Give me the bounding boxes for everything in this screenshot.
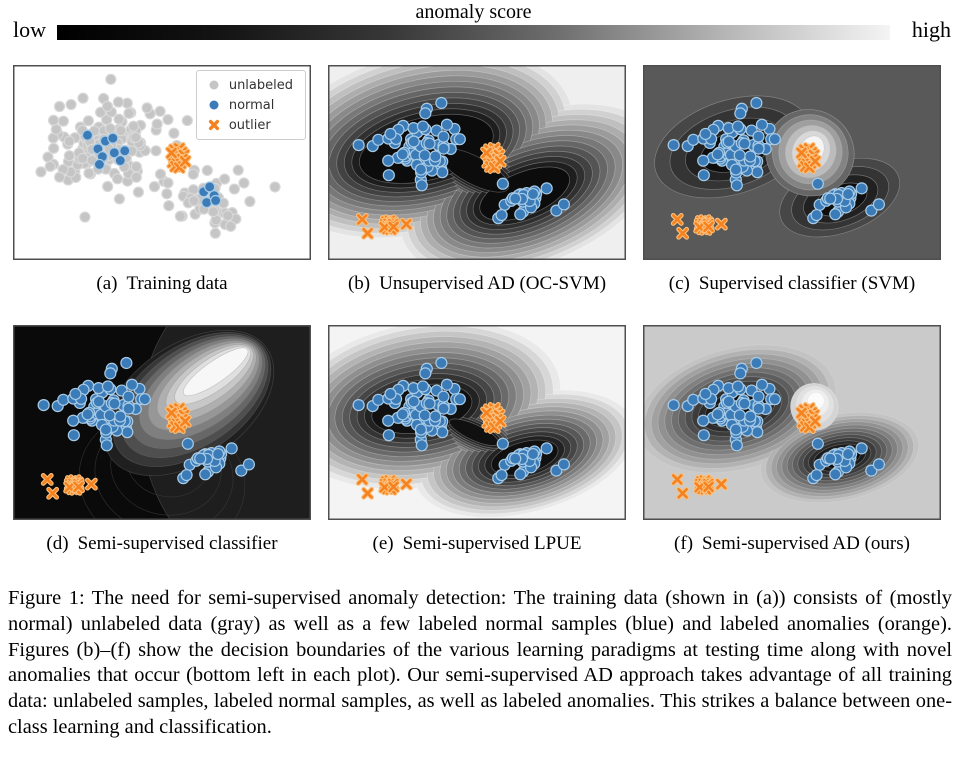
points-test_normal_left xyxy=(352,356,466,452)
legend-label-normal: normal xyxy=(228,97,275,113)
points-novel_outliers_singles xyxy=(670,213,728,240)
points-novel_outliers_singles xyxy=(670,473,728,500)
points-novel_outliers_cluster xyxy=(693,474,715,496)
points-test_normal_left xyxy=(667,356,781,452)
points-novel_outliers_cluster xyxy=(693,214,715,236)
unlabeled-dot-icon xyxy=(209,80,219,90)
subfigure-d: (d) Semi-supervised classifier xyxy=(13,325,311,555)
plot-area-f xyxy=(643,325,941,520)
subfigure-f: (f) Semi-supervised AD (ours) xyxy=(643,325,941,555)
points-train_outliers xyxy=(795,142,822,174)
legend: unlabeled normal outlier xyxy=(195,70,306,140)
panel-label-c: (c) xyxy=(668,273,690,294)
points-novel_outliers_singles xyxy=(355,213,413,240)
plot-area-b xyxy=(328,65,626,260)
panel-c-svm xyxy=(643,65,941,260)
panel-title-b: Unsupervised AD (OC-SVM) xyxy=(379,273,607,294)
panel-label-d: (d) xyxy=(46,533,69,554)
points-test_normal_right xyxy=(807,437,886,485)
points-test_normal_right xyxy=(807,177,886,225)
points-test_normal_left xyxy=(37,356,151,452)
panel-title-f: Semi-supervised AD (ours) xyxy=(702,533,910,554)
panel-caption-f: (f) Semi-supervised AD (ours) xyxy=(643,533,941,555)
subfigure-b: (b) Unsupervised AD (OC-SVM) xyxy=(328,65,626,295)
panel-b-ocsvm xyxy=(328,65,626,260)
subfigure-c: (c) Supervised classifier (SVM) xyxy=(643,65,941,295)
panel-caption-b: (b) Unsupervised AD (OC-SVM) xyxy=(328,273,626,295)
panel-caption-c: (c) Supervised classifier (SVM) xyxy=(643,273,941,295)
plot-area-d xyxy=(13,325,311,520)
legend-label-outlier: outlier xyxy=(228,117,271,133)
panel-f-semisup-ad xyxy=(643,325,941,520)
panel-label-e: (e) xyxy=(372,533,394,554)
panel-title-a: Training data xyxy=(126,273,228,294)
plot-area-c xyxy=(643,65,941,260)
points-novel_outliers_cluster xyxy=(378,214,400,236)
legend-label-unlabeled: unlabeled xyxy=(228,77,293,93)
points-novel_outliers_singles xyxy=(355,473,413,500)
colorbar-low-label: low xyxy=(13,17,46,42)
colorbar-gradient xyxy=(57,25,890,40)
panel-label-b: (b) xyxy=(347,273,371,294)
figure-caption: Figure 1: The need for semi-supervised a… xyxy=(8,587,952,738)
points-test_normal_left xyxy=(352,96,466,192)
points-novel_outliers_cluster xyxy=(63,474,85,496)
points-train_outliers xyxy=(165,142,192,174)
points-unlabeled_strays xyxy=(44,92,256,208)
normal-dot-icon xyxy=(209,100,219,110)
panel-title-c: Supervised classifier (SVM) xyxy=(698,273,916,294)
panel-caption-e: (e) Semi-supervised LPUE xyxy=(328,533,626,555)
points-train_outliers xyxy=(795,402,822,434)
panel-title-e: Semi-supervised LPUE xyxy=(402,533,582,554)
panel-label-a: (a) xyxy=(96,273,118,294)
outlier-x-icon xyxy=(208,119,219,131)
plot-area-e xyxy=(328,325,626,520)
points-train_outliers xyxy=(480,142,507,174)
points-test_normal_right xyxy=(177,437,256,485)
panel-caption-d: (d) Semi-supervised classifier xyxy=(13,533,311,555)
subfigure-a: unlabeled normal outlier (a) Training dat… xyxy=(13,65,311,295)
colorbar-high-label: high xyxy=(911,17,951,42)
points-train_outliers xyxy=(165,402,192,434)
points-labeled_normal_right xyxy=(198,181,222,209)
points-novel_outliers_singles xyxy=(40,473,98,500)
points-train_outliers xyxy=(480,402,507,434)
panel-caption-a: (a) Training data xyxy=(13,273,311,295)
panel-label-f: (f) xyxy=(674,533,694,554)
points-labeled_normal_left xyxy=(81,129,131,171)
panel-e-lpue xyxy=(328,325,626,520)
subfigure-e: (e) Semi-supervised LPUE xyxy=(328,325,626,555)
legend-item-normal: normal xyxy=(206,98,293,112)
legend-item-outlier: outlier xyxy=(206,118,293,132)
panel-d-semisup-classifier xyxy=(13,325,311,520)
points-test_normal_right xyxy=(492,177,571,225)
legend-item-unlabeled: unlabeled xyxy=(206,78,293,92)
colorbar-title: anomaly score xyxy=(415,1,532,23)
panel-title-d: Semi-supervised classifier xyxy=(77,533,278,554)
points-test_normal_right xyxy=(492,437,571,485)
points-novel_outliers_cluster xyxy=(378,474,400,496)
points-test_normal_left xyxy=(667,96,781,192)
